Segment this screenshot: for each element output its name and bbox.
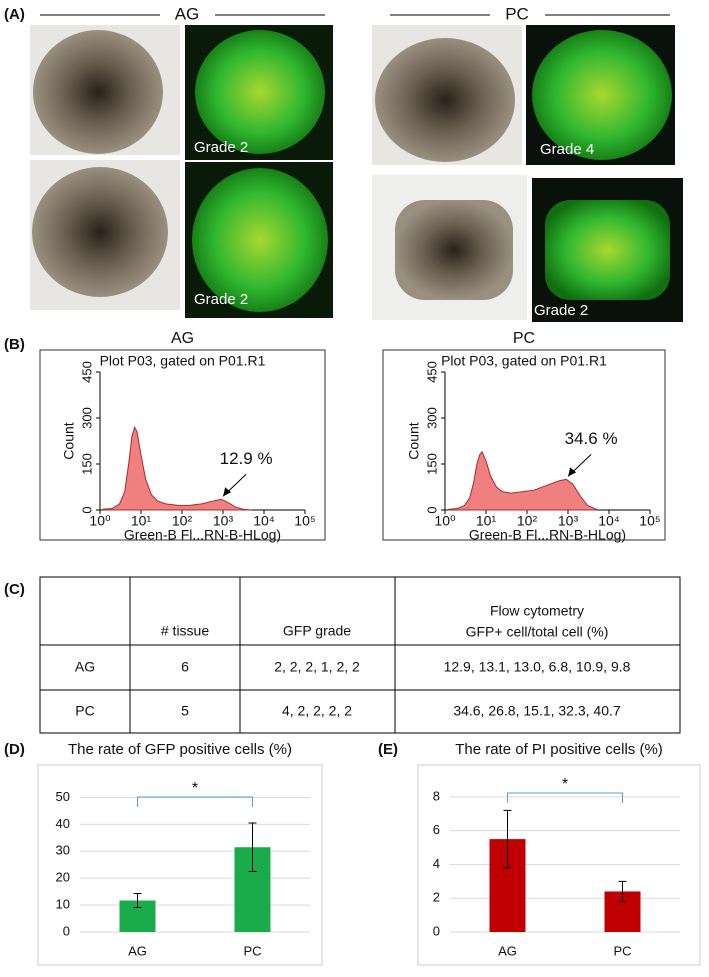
grade-label: Grade 4: [540, 141, 594, 158]
table-border: [39, 576, 681, 734]
annotation: 12.9 %: [220, 449, 273, 468]
tissue: [545, 200, 670, 300]
x-tick-label: 10²: [172, 513, 193, 529]
x-tick-label: 10³: [213, 513, 234, 529]
error-bar: [248, 822, 257, 872]
tissue: [192, 168, 328, 312]
panel-a: (A) AG PC Grade 2 Grade 2 Grade 4 Grade …: [4, 4, 683, 322]
chart-subtitle: Plot P03, gated on P01.R1: [100, 353, 266, 369]
table-header: # tissue: [161, 623, 209, 639]
group-label: PC: [505, 4, 529, 23]
y-tick-label: 150: [424, 453, 439, 475]
y-tick-label: 300: [424, 407, 439, 429]
plot-frame: [39, 349, 326, 541]
y-tick-label: 40: [56, 816, 70, 831]
plot-frame: [417, 764, 701, 966]
x-tick-label: 10⁰: [89, 513, 111, 529]
x-tick-label: 10¹: [476, 513, 497, 529]
x-tick-label: 10⁴: [253, 513, 275, 529]
tissue: [33, 30, 163, 154]
table: [39, 576, 681, 734]
y-tick-label: 0: [79, 506, 94, 513]
panel-label: (D): [4, 741, 25, 758]
y-tick-label: 20: [56, 870, 70, 885]
x-axis-label: Green-B Fl...RN-B-HLog): [469, 527, 626, 543]
y-tick-label: 4: [433, 856, 440, 871]
significance-bracket: [507, 792, 623, 803]
table-cell: 34.6, 26.8, 15.1, 32.3, 40.7: [453, 703, 621, 719]
tissue: [395, 200, 513, 300]
table-cell: 2, 2, 2, 1, 2, 2: [274, 659, 360, 675]
grade-label: Grade 2: [194, 139, 248, 156]
y-tick-label: 0: [63, 923, 70, 938]
chart-title: PC: [513, 330, 535, 347]
y-tick-label: 450: [79, 361, 94, 383]
x-tick-label: 10⁵: [639, 513, 660, 529]
arrow-head: [568, 467, 577, 477]
table-cell: 4, 2, 2, 2, 2: [282, 703, 352, 719]
error-bar: [503, 809, 512, 869]
table-header: Flow cytometry: [490, 603, 584, 619]
y-tick-label: 10: [56, 897, 70, 912]
histogram-area: [447, 450, 598, 511]
y-tick-label: 450: [424, 361, 439, 383]
x-tick-label: AG: [128, 943, 147, 958]
table-cell: AG: [75, 659, 95, 675]
histogram-area: [102, 425, 252, 511]
chart-title: AG: [171, 330, 194, 347]
x-tick-label: PC: [243, 943, 261, 958]
x-tick-label: 10⁰: [434, 513, 456, 529]
x-tick-label: 10⁵: [294, 513, 315, 529]
table-header: GFP grade: [283, 623, 351, 639]
panel-label: (A): [4, 6, 25, 23]
table-header: GFP+ cell/total cell (%): [466, 624, 609, 640]
error-bar: [618, 880, 627, 903]
chart-subtitle: Plot P03, gated on P01.R1: [441, 353, 607, 369]
x-tick-label: 10⁴: [598, 513, 620, 529]
y-tick-label: 6: [433, 822, 440, 837]
x-tick-label: PC: [613, 943, 631, 958]
chart-title: The rate of GFP positive cells (%): [68, 741, 292, 758]
y-tick-label: 50: [56, 789, 70, 804]
y-tick-label: 150: [79, 453, 94, 475]
table-cell: PC: [75, 703, 94, 719]
x-tick-label: 10¹: [131, 513, 152, 529]
table-cell: 12.9, 13.1, 13.0, 6.8, 10.9, 9.8: [444, 659, 631, 675]
plot-frame: [382, 349, 666, 541]
tissue: [532, 30, 672, 160]
panel-label: (C): [4, 581, 25, 598]
annotation: 34.6 %: [565, 429, 618, 448]
group-label: AG: [175, 4, 200, 23]
y-axis-label: Count: [61, 422, 77, 459]
significance-label: *: [192, 780, 198, 797]
panel-label: (E): [378, 741, 398, 758]
plot-frame: [37, 764, 323, 966]
x-tick-label: AG: [498, 943, 517, 958]
y-tick-label: 2: [433, 890, 440, 905]
chart-title: The rate of PI positive cells (%): [455, 741, 663, 758]
panel-label: (B): [4, 336, 25, 353]
x-tick-label: 10²: [517, 513, 538, 529]
significance-bracket: [137, 796, 253, 807]
grade-label: Grade 2: [194, 291, 248, 308]
y-tick-label: 30: [56, 843, 70, 858]
y-tick-label: 8: [433, 788, 440, 803]
tissue: [32, 167, 168, 297]
y-tick-label: 300: [79, 407, 94, 429]
table-cell: 6: [181, 659, 189, 675]
significance-label: *: [562, 776, 568, 793]
arrow-head: [223, 487, 232, 497]
x-axis-label: Green-B Fl...RN-B-HLog): [124, 527, 281, 543]
x-tick-label: 10³: [558, 513, 579, 529]
error-bar: [133, 893, 142, 909]
y-tick-label: 0: [424, 506, 439, 513]
tissue: [375, 38, 515, 162]
table-cell: 5: [181, 703, 189, 719]
y-tick-label: 0: [433, 923, 440, 938]
y-axis-label: Count: [406, 422, 422, 459]
grade-label: Grade 2: [534, 302, 588, 319]
tissue: [195, 30, 325, 154]
